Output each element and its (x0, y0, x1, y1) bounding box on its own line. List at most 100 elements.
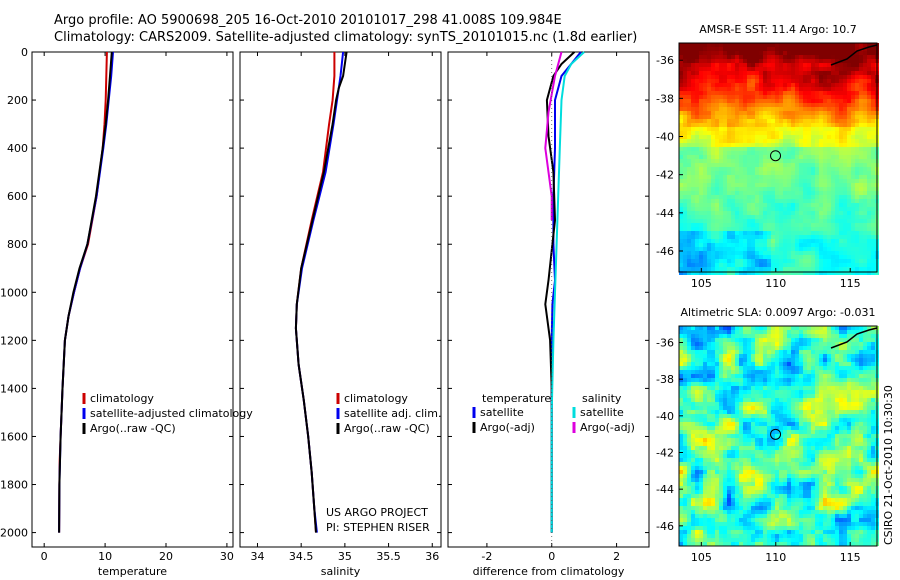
sst_map-cell (747, 207, 751, 211)
sla_map-cell (711, 430, 715, 434)
sst_map-cell (731, 175, 735, 179)
sst_map-cell (743, 171, 747, 175)
sst_map-cell (747, 111, 751, 115)
sst_map-cell (835, 215, 839, 219)
sst_map-cell (799, 51, 803, 55)
sla_map-cell (763, 358, 767, 362)
sst_map-cell (687, 87, 691, 91)
sla_map-cell (723, 346, 727, 350)
sst_map-cell (707, 155, 711, 159)
sst_map-cell (787, 115, 791, 119)
sst_map-cell (755, 75, 759, 79)
sst_map-cell (819, 95, 823, 99)
sst_map-cell (823, 75, 827, 79)
sla_map-cell (683, 414, 687, 418)
sst_map-cell (867, 155, 871, 159)
sst_map-cell (871, 79, 875, 83)
sla_map-cell (707, 442, 711, 446)
sla_map-cell (775, 398, 779, 402)
sst_map-cell (691, 263, 695, 267)
sst_map-cell (807, 191, 811, 195)
sla_map-cell (699, 422, 703, 426)
sst_map-cell (779, 99, 783, 103)
sst_map-cell (811, 251, 815, 255)
sla_map-cell (687, 466, 691, 470)
sst_map-cell (703, 271, 707, 275)
sst_map-cell (867, 231, 871, 235)
sst_map-cell (679, 231, 683, 235)
sla_map-cell (847, 398, 851, 402)
sst_map-cell (723, 223, 727, 227)
sst_map-cell (791, 267, 795, 271)
sla_map-cell (747, 430, 751, 434)
sla_map-cell (735, 338, 739, 342)
sst_map-cell (779, 195, 783, 199)
sst_map-cell (763, 263, 767, 267)
sla_map-cell (755, 450, 759, 454)
sst_map-cell (683, 91, 687, 95)
sst_map-cell (779, 183, 783, 187)
sst_map-cell (683, 55, 687, 59)
sst_map-cell (707, 203, 711, 207)
sla_map-cell (683, 334, 687, 338)
sla_map-cell (703, 358, 707, 362)
sst_map-cell (711, 187, 715, 191)
sst_map-cell (779, 127, 783, 131)
sla_map-cell (743, 418, 747, 422)
sla_map-cell (679, 398, 683, 402)
sst_map-cell (747, 63, 751, 67)
sla_map-cell (807, 462, 811, 466)
sst_map-cell (803, 219, 807, 223)
sst_map-cell (695, 259, 699, 263)
sst_map-cell (863, 223, 867, 227)
sst_map-cell (839, 259, 843, 263)
sla_map-cell (715, 362, 719, 366)
sst_map-cell (831, 199, 835, 203)
sst_map-cell (871, 203, 875, 207)
sst_map-cell (715, 51, 719, 55)
sla_map-cell (787, 426, 791, 430)
sst_map-cell (831, 47, 835, 51)
sst_map-cell (803, 147, 807, 151)
sst_map-cell (847, 187, 851, 191)
sla_map-cell (827, 410, 831, 414)
sst_map-cell (811, 103, 815, 107)
sst_map-cell (815, 175, 819, 179)
sla_map-cell (703, 374, 707, 378)
sla_map-cell (683, 462, 687, 466)
sla_map-cell (703, 458, 707, 462)
sla_map-cell (779, 398, 783, 402)
sla_map-cell (799, 370, 803, 374)
sla_map-cell (783, 330, 787, 334)
sst_map-cell (679, 67, 683, 71)
sla_map-cell (731, 330, 735, 334)
sst_map-cell (743, 199, 747, 203)
sla_map-cell (839, 402, 843, 406)
sla_map-cell (843, 330, 847, 334)
sla_map-cell (795, 410, 799, 414)
sst_map-cell (699, 67, 703, 71)
sst_map-cell (831, 251, 835, 255)
sst_map-cell (711, 99, 715, 103)
sla_map-cell (731, 438, 735, 442)
sst_map-cell (683, 159, 687, 163)
sla_map-cell (831, 394, 835, 398)
sla_map-cell (815, 434, 819, 438)
sst_map-cell (787, 91, 791, 95)
sla_map-cell (851, 366, 855, 370)
sla_map-cell (687, 474, 691, 478)
sla_map-cell (811, 370, 815, 374)
sla_map-cell (735, 378, 739, 382)
sst_map-cell (819, 207, 823, 211)
sst_map-cell (723, 243, 727, 247)
sst_map-cell (719, 219, 723, 223)
sla_map-cell (835, 382, 839, 386)
sst_map-cell (799, 263, 803, 267)
sla_map-cell (735, 374, 739, 378)
sst_map-cell (699, 159, 703, 163)
sla_map-cell (699, 442, 703, 446)
sst_map-cell (755, 207, 759, 211)
sla_map-cell (827, 330, 831, 334)
sla_map-cell (679, 434, 683, 438)
sla_map-cell (811, 442, 815, 446)
